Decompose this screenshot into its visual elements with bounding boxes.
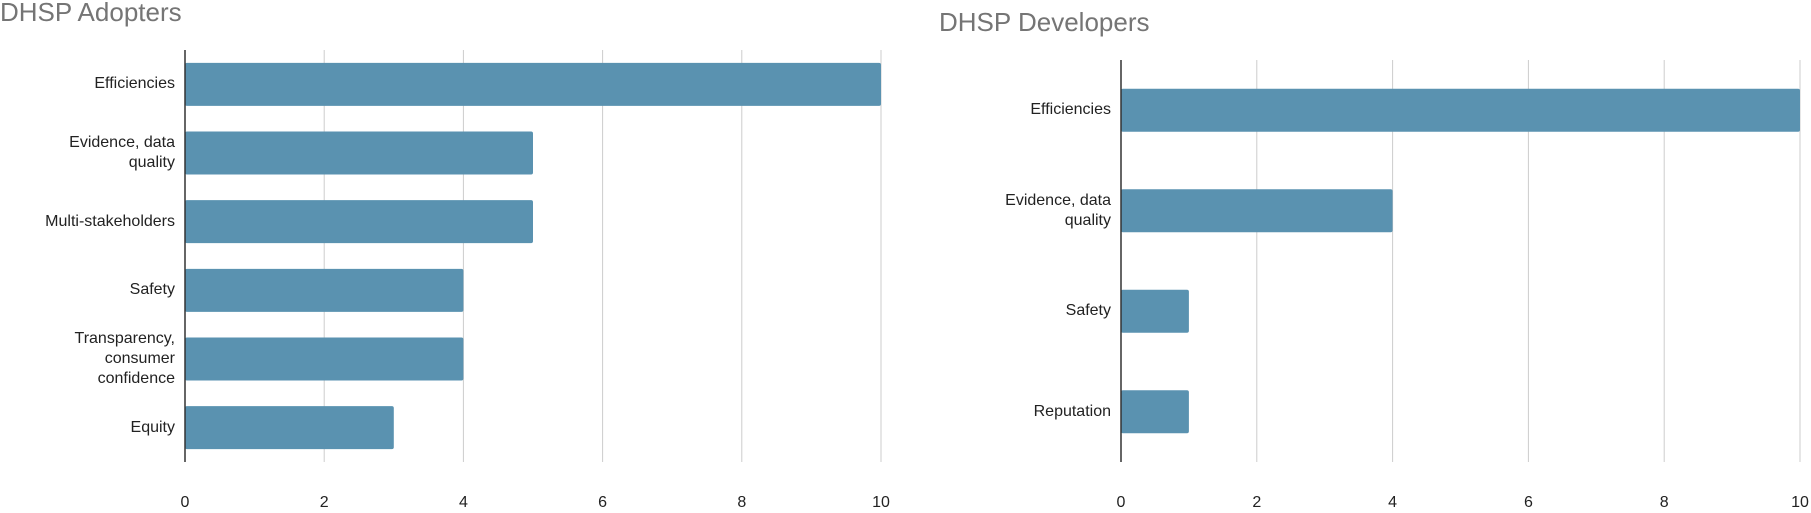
y-tick-label: Evidence, data quality: [1005, 191, 1111, 229]
bar: [185, 406, 394, 450]
bar: [185, 200, 533, 244]
y-tick-label: Evidence, data quality: [69, 134, 175, 171]
y-tick-label: Transparency, consumer confidence: [74, 330, 175, 387]
x-tick-label: 4: [1388, 494, 1397, 511]
x-tick-label: 10: [1791, 494, 1809, 511]
x-tick-label: 2: [320, 494, 329, 511]
x-tick-label: 0: [181, 494, 190, 511]
bar: [1121, 390, 1189, 434]
bar: [1121, 189, 1393, 233]
x-tick-label: 8: [1660, 494, 1669, 511]
y-tick-label: Safety: [1065, 302, 1111, 320]
x-tick-label: 10: [872, 494, 890, 511]
x-tick-label: 6: [1524, 494, 1533, 511]
bar: [185, 337, 464, 381]
x-tick-label: 4: [459, 494, 468, 511]
y-tick-label: Reputation: [1033, 402, 1111, 420]
y-tick-label: Multi-stakeholders: [45, 212, 175, 230]
bar: [1121, 88, 1800, 132]
bar: [185, 62, 881, 106]
x-tick-label: 2: [1252, 494, 1261, 511]
chart-title: DHSP Adopters: [0, 0, 182, 27]
bar: [1121, 289, 1189, 333]
chart-title: DHSP Developers: [939, 7, 1150, 37]
y-tick-label: Efficiencies: [94, 75, 175, 93]
y-tick-label: Efficiencies: [1030, 101, 1111, 119]
y-tick-label: Safety: [129, 281, 175, 299]
x-tick-label: 0: [1117, 494, 1126, 511]
bar: [185, 131, 533, 175]
x-tick-label: 8: [737, 494, 746, 511]
bar: [185, 268, 464, 312]
y-tick-label: Equity: [130, 418, 175, 436]
x-tick-label: 6: [598, 494, 607, 511]
